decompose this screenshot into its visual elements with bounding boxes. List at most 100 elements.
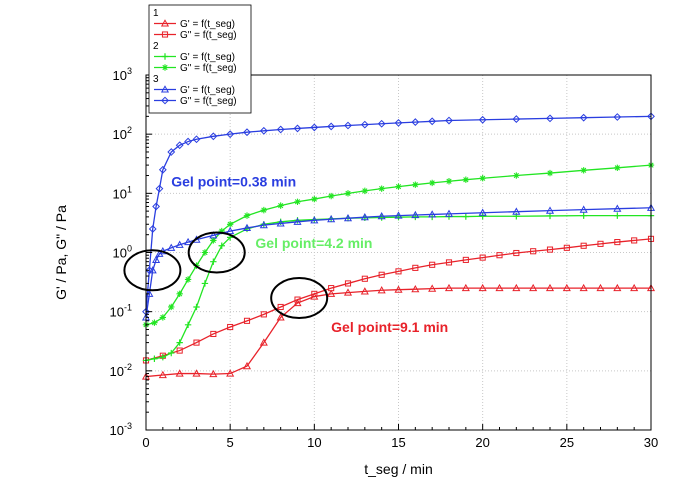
data-point: [630, 283, 639, 292]
data-point: [461, 283, 470, 292]
data-point: [412, 181, 419, 188]
legend-entry: G" = f(t_seg): [180, 96, 237, 107]
data-point: [462, 256, 469, 263]
data-point: [151, 355, 158, 362]
data-point: [343, 213, 353, 222]
data-point: [445, 116, 453, 125]
x-tick-label: 10: [307, 435, 321, 450]
data-point: [545, 283, 555, 292]
data-point: [478, 208, 487, 216]
data-point: [242, 223, 252, 232]
data-point: [277, 202, 284, 209]
data-point: [161, 96, 169, 105]
data-point: [160, 85, 170, 93]
data-point: [161, 31, 169, 38]
data-point: [614, 212, 621, 219]
data-point: [513, 172, 520, 179]
data-point: [377, 286, 386, 294]
data-point: [597, 240, 604, 247]
data-point: [360, 287, 369, 295]
data-point: [328, 285, 335, 292]
legend-entry: G' = f(t_seg): [180, 52, 235, 63]
data-point: [310, 216, 319, 224]
data-point: [218, 227, 225, 235]
data-point: [161, 53, 169, 60]
data-point: [613, 283, 622, 292]
data-point: [478, 283, 487, 292]
data-point: [176, 290, 183, 298]
gel-point-annotation-1: Gel point=0.38 min: [171, 174, 296, 190]
data-point: [243, 128, 251, 137]
data-point: [562, 283, 571, 292]
data-point: [276, 125, 285, 134]
data-point: [152, 255, 161, 263]
data-point: [614, 239, 621, 246]
data-point: [496, 252, 503, 259]
x-tick-label: 30: [644, 435, 658, 450]
y-tick-label: 10-2: [110, 362, 132, 379]
x-tick-label: 0: [142, 435, 149, 450]
data-point: [259, 220, 268, 229]
data-point: [184, 276, 192, 283]
data-point: [193, 303, 200, 311]
data-point: [444, 209, 454, 217]
data-point: [311, 195, 318, 203]
data-point: [546, 169, 554, 177]
data-point: [184, 237, 193, 246]
data-point: [411, 210, 420, 219]
data-point: [192, 369, 201, 377]
data-point: [343, 288, 353, 296]
data-point: [260, 311, 267, 318]
data-point: [227, 323, 234, 331]
data-point: [579, 205, 588, 213]
data-point: [344, 190, 352, 197]
data-point: [175, 369, 184, 377]
data-point: [428, 179, 436, 187]
data-point: [226, 221, 234, 228]
series-line: [145, 238, 652, 362]
data-point: [378, 185, 385, 192]
legend-entry: G' = f(t_seg): [180, 19, 235, 30]
data-point: [378, 271, 385, 278]
gel-point-circle-2: [187, 231, 246, 274]
legend-group-header: 3: [153, 74, 159, 85]
data-point: [226, 369, 235, 377]
data-point: [394, 118, 403, 127]
data-point: [327, 215, 336, 223]
legend-group-header: 2: [153, 41, 159, 52]
data-point: [361, 275, 368, 282]
data-point: [444, 283, 454, 292]
data-point: [479, 175, 486, 182]
data-point: [175, 141, 184, 150]
data-point: [242, 361, 252, 370]
data-point: [209, 132, 218, 141]
legend: 1G' = f(t_seg)G" = f(t_seg)2G' = f(t_seg…: [148, 4, 252, 114]
data-point: [243, 317, 251, 324]
legend-group-header: 1: [153, 8, 159, 19]
data-point: [167, 243, 176, 251]
data-point: [361, 187, 369, 195]
data-point: [259, 126, 268, 135]
data-point: [462, 176, 470, 183]
data-point: [579, 283, 588, 292]
data-point: [277, 303, 284, 311]
data-point: [193, 339, 200, 346]
gel-point-circle-1: [123, 249, 182, 292]
y-tick-label: 10-3: [110, 421, 132, 438]
data-point: [377, 212, 386, 220]
axis-layer: 0 5 10 15 20 25 30 10-3 10-2 10-1 100 101 102 103 t_se…: [53, 66, 658, 477]
y-tick-label: 10-1: [110, 303, 132, 320]
data-point: [192, 135, 201, 144]
series-1-square: [142, 235, 655, 364]
data-point: [546, 246, 554, 253]
data-point: [293, 124, 302, 133]
data-point: [201, 280, 209, 287]
data-point: [201, 249, 209, 256]
data-point: [580, 212, 587, 219]
data-point: [209, 231, 218, 239]
grid-layer: [145, 74, 652, 431]
data-point: [545, 206, 555, 214]
legend-entry: G" = f(t_seg): [180, 30, 237, 41]
gel-point-annotation-3: Gel point=9.1 min: [331, 319, 448, 335]
